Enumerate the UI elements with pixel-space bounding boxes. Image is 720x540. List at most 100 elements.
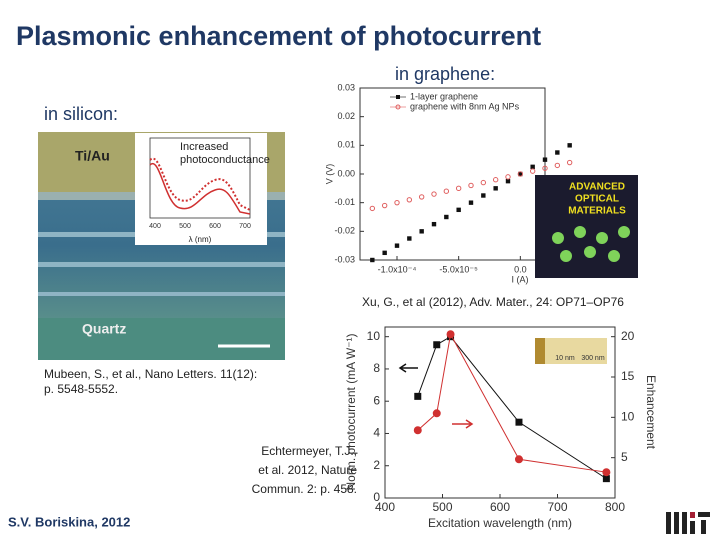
y2-tick-label: 10	[621, 410, 635, 424]
y-tick-label: 0.01	[337, 140, 355, 150]
point	[567, 143, 572, 148]
point	[419, 229, 424, 234]
point	[555, 150, 560, 155]
point	[433, 341, 441, 349]
inset-label: 10 nm	[555, 355, 575, 362]
inset-title: photoconductance	[180, 154, 270, 166]
point	[468, 200, 474, 205]
point	[443, 188, 450, 194]
point	[481, 193, 486, 198]
inset-curve	[149, 157, 251, 211]
cover-art	[552, 226, 630, 262]
point	[455, 185, 462, 192]
y-tick-label: 0.02	[337, 111, 355, 121]
y-tick-label: -0.02	[334, 226, 355, 236]
inset-tick-label: 600	[209, 223, 221, 230]
citation: Echtermeyer, T.J.,	[261, 444, 357, 458]
point	[456, 207, 461, 213]
y2-tick-label: 15	[621, 369, 635, 383]
y-tick-label: -0.03	[334, 254, 355, 264]
y2-tick-label: 5	[621, 450, 628, 464]
inset-tick-label: 400	[149, 223, 161, 230]
y-tick-label: 6	[373, 393, 380, 407]
y-tick-label: 4	[373, 426, 380, 440]
y-tick-label: 8	[373, 361, 380, 375]
mit-logo	[666, 512, 710, 534]
point	[394, 199, 400, 206]
point	[382, 250, 387, 256]
citation: Commun. 2: p. 458.	[252, 482, 357, 496]
legend-label: graphene with 8nm Ag NPs	[410, 101, 520, 111]
graphene-heading: in graphene:	[395, 64, 495, 84]
cover-title: MATERIALS	[568, 206, 626, 217]
point	[602, 468, 611, 477]
slide-title: Plasmonic enhancement of photocurrent	[16, 21, 541, 51]
point	[566, 159, 573, 166]
quartz	[38, 318, 285, 360]
cover-title: OPTICAL	[575, 194, 619, 205]
x-axis-label: Excitation wavelength (nm)	[428, 516, 572, 530]
point	[554, 162, 561, 169]
point	[431, 191, 437, 197]
point	[444, 214, 449, 220]
x-tick-label: -5.0x10⁻⁵	[439, 264, 478, 274]
citation: Mubeen, S., et al., Nano Letters. 11(12)…	[44, 367, 257, 381]
plots: 0.030.020.010.00-0.01-0.02-0.03-1.0x10⁻⁴…	[324, 82, 657, 530]
y-axis-label: V (V)	[324, 164, 334, 185]
point	[432, 409, 441, 418]
layer-label: Quartz	[82, 321, 126, 337]
x-tick-label: 500	[432, 500, 452, 514]
layer-label: Ti/Au	[75, 148, 110, 164]
x-axis-label: I (A)	[512, 274, 529, 284]
cover	[535, 175, 638, 278]
point	[407, 236, 412, 241]
axis-arrow	[452, 419, 474, 429]
point	[414, 392, 422, 400]
inset-ticks: 400 500 600 700	[149, 223, 251, 230]
y-tick-label: -0.01	[334, 197, 355, 207]
y-axis-label: Norm. photocurrent (mA W⁻¹)	[344, 333, 358, 490]
legend-label: 1-layer graphene	[410, 91, 478, 101]
citation: et al. 2012, Nature	[258, 463, 357, 477]
x-tick-label: 400	[375, 500, 395, 514]
point	[515, 418, 523, 426]
inset-curve	[149, 162, 251, 215]
plot-frame	[359, 87, 546, 261]
point	[542, 165, 548, 171]
cover-title: ADVANCED	[569, 182, 625, 193]
point	[530, 164, 535, 170]
inset	[135, 133, 267, 245]
point	[406, 197, 413, 203]
point	[505, 178, 511, 184]
y-tick-label: 10	[367, 329, 381, 343]
inset-xlabel: λ (nm)	[189, 235, 212, 244]
point	[381, 202, 388, 209]
point	[468, 182, 474, 189]
point	[602, 475, 610, 483]
y-tick-label: 0.00	[337, 168, 355, 178]
point	[493, 186, 498, 191]
x-tick-label: -1.0x10⁻⁴	[378, 264, 417, 274]
point	[529, 168, 536, 174]
inset-metal	[535, 338, 545, 364]
axis-arrow	[398, 363, 418, 373]
point	[542, 157, 548, 162]
journal-cover: ADVANCED OPTICAL MATERIALS	[535, 175, 638, 278]
inset-label: 300 nm	[581, 355, 605, 362]
point	[431, 221, 437, 227]
y2-tick-label: 20	[621, 329, 635, 343]
x-tick-label: 700	[547, 500, 567, 514]
silicon-heading: in silicon:	[44, 104, 118, 124]
band	[38, 262, 285, 267]
y2-axis-label: Enhancement	[644, 375, 658, 450]
x-tick-label: 800	[605, 500, 625, 514]
y-tick-label: 2	[373, 458, 380, 472]
band	[38, 292, 285, 296]
x-tick-label: 0.0	[514, 264, 527, 274]
inset-title: Increased	[180, 141, 228, 153]
point	[418, 194, 425, 200]
point	[517, 171, 524, 177]
inset-tick-label: 700	[239, 223, 251, 230]
citation: p. 5548-5552.	[44, 382, 118, 396]
